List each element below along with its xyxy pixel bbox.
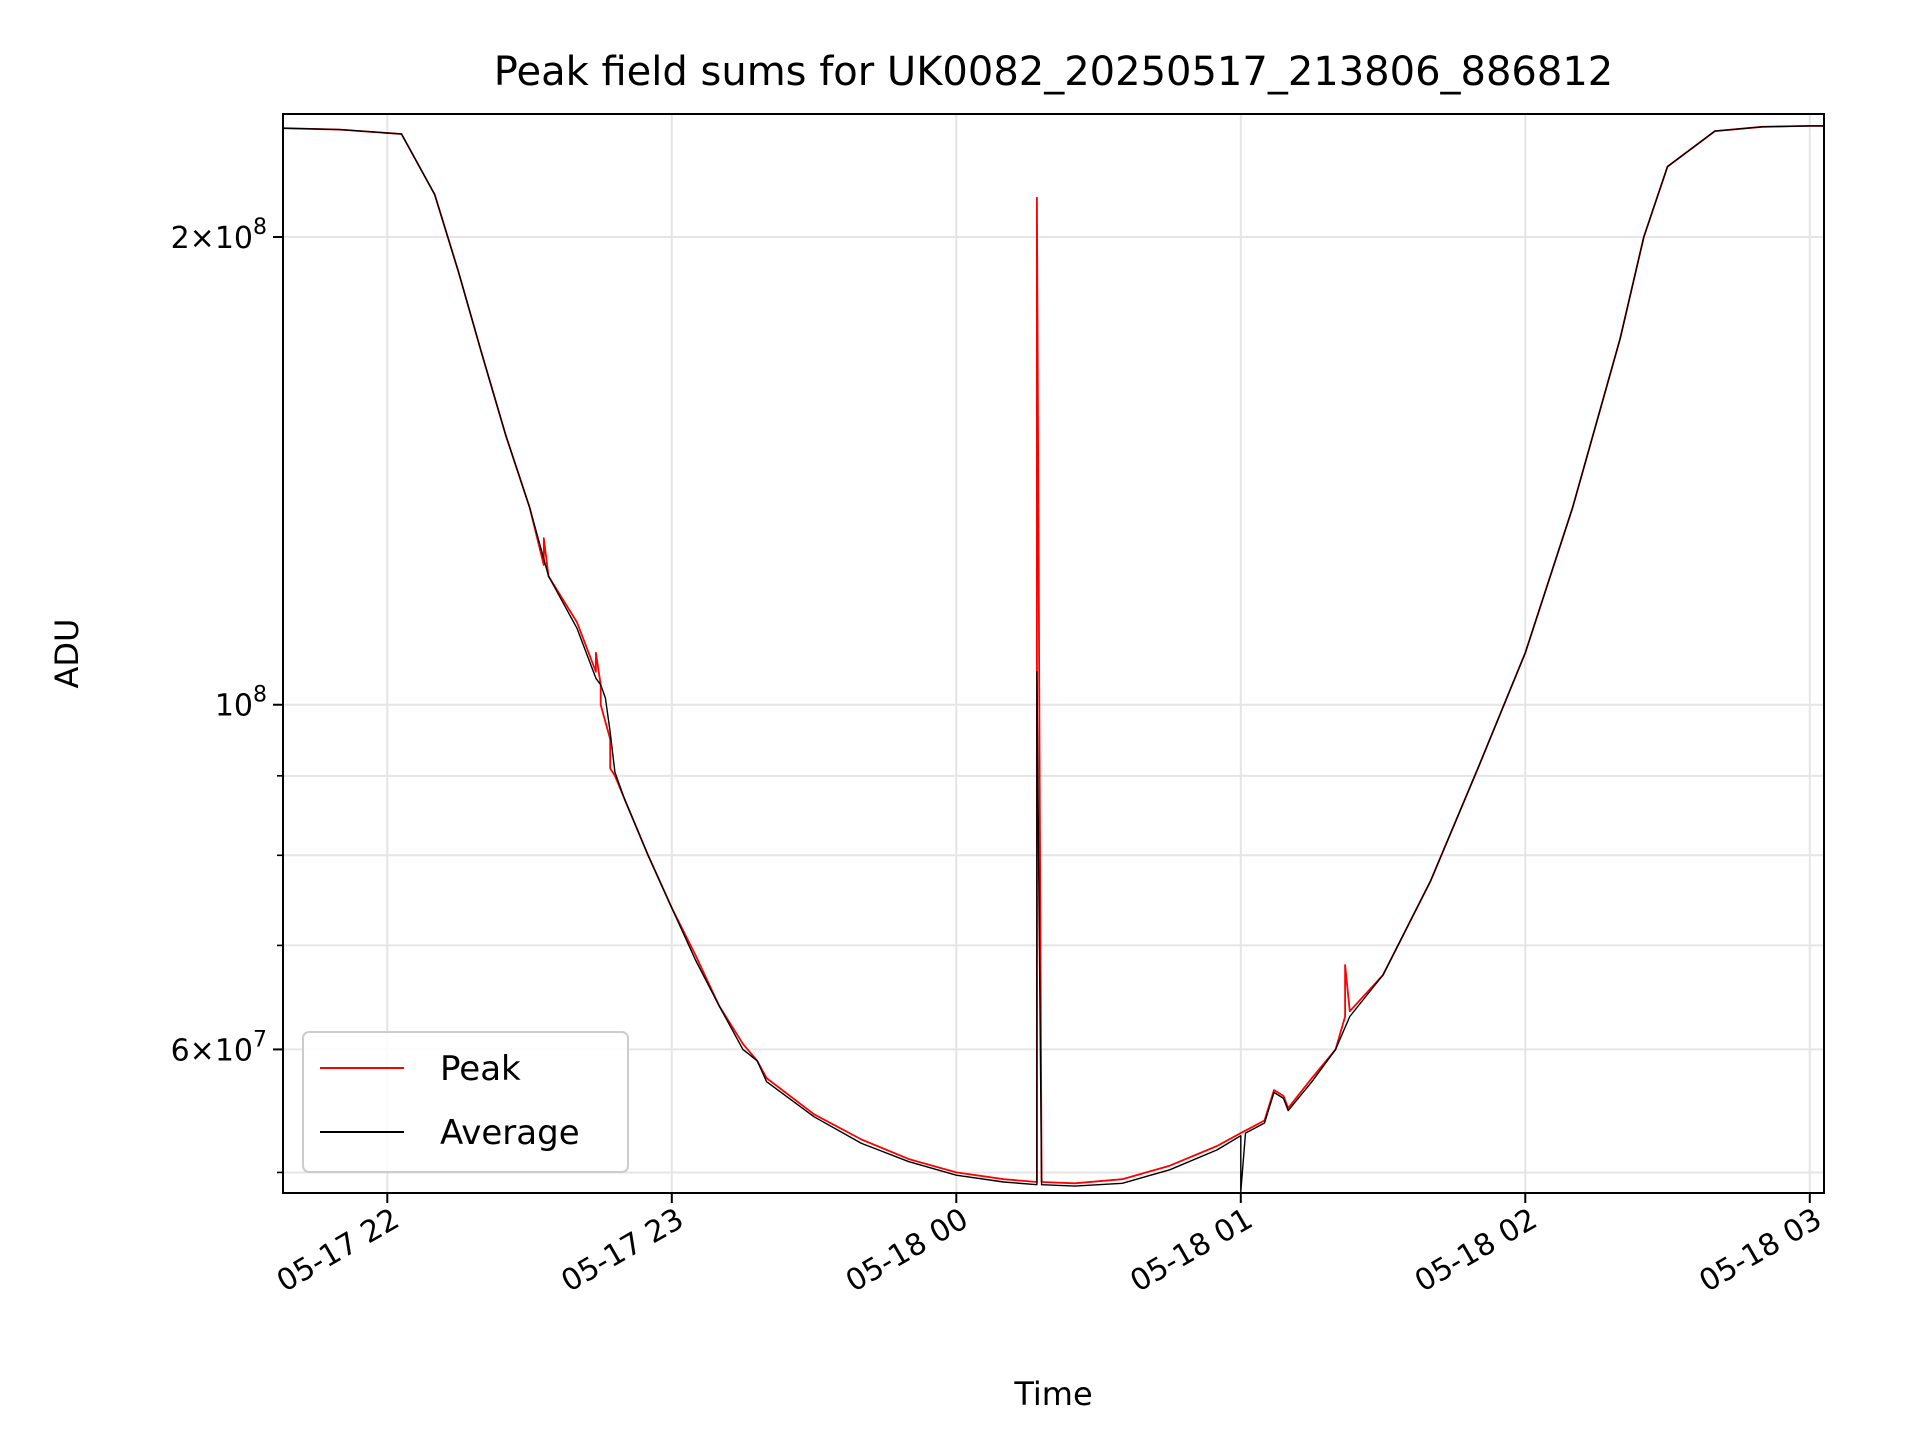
series-lines (283, 125, 1824, 1193)
y-tick-label: 6×107 (171, 1027, 267, 1068)
grid (283, 114, 1824, 1193)
y-axis-label: ADU (48, 619, 86, 689)
chart-title: Peak field sums for UK0082_20250517_2138… (494, 49, 1613, 95)
x-axis-label: Time (1013, 1375, 1092, 1413)
y-tick-label: 2×108 (171, 215, 267, 256)
plot-frame (282, 113, 1825, 1194)
series-line-average (283, 125, 1824, 1193)
legend: Peak Average (302, 1031, 629, 1173)
legend-label-average: Average (440, 1113, 580, 1153)
legend-label-peak: Peak (440, 1049, 521, 1089)
